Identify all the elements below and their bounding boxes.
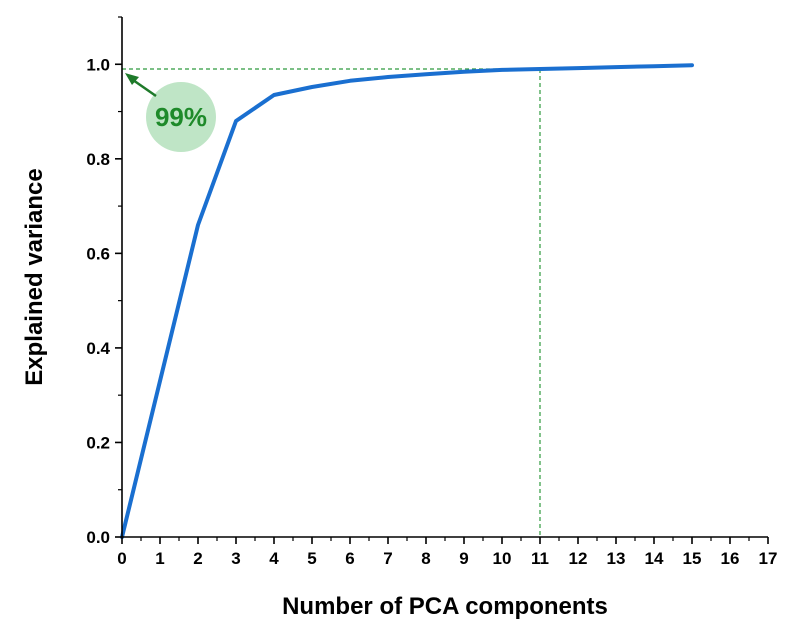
data-point: [386, 75, 390, 79]
x-tick-label: 11: [531, 549, 549, 568]
y-tick-label: 1.0: [86, 55, 110, 74]
x-tick-label: 16: [721, 549, 740, 568]
x-tick-label: 7: [383, 549, 392, 568]
y-tick-label: 0.6: [86, 244, 110, 263]
data-point: [424, 72, 428, 76]
data-point: [500, 68, 504, 72]
data-point: [348, 79, 352, 83]
x-axis-title: Number of PCA components: [282, 593, 608, 620]
x-tick-label: 17: [759, 549, 778, 568]
y-tick-label: 0.0: [86, 528, 110, 547]
annotation-layer: 99%: [125, 73, 216, 152]
axes: [121, 17, 768, 538]
x-tick-label: 10: [493, 549, 512, 568]
data-point: [196, 223, 200, 227]
x-tick-label: 8: [421, 549, 430, 568]
x-tick-label: 1: [155, 549, 164, 568]
y-tick-label: 0.2: [86, 433, 110, 452]
data-point: [614, 65, 618, 69]
annotation-bubble: [146, 82, 216, 152]
data-point: [272, 93, 276, 97]
x-tick-label: 15: [683, 549, 702, 568]
annotation-label: 99%: [155, 102, 207, 132]
annotation-arrow-shaft: [132, 78, 157, 98]
x-tick-label: 4: [269, 549, 279, 568]
x-tick-label: 13: [607, 549, 626, 568]
y-ticks: 0.0 0.2 0.4 0.6 0.8 1.0: [86, 16, 122, 547]
x-tick-label: 5: [307, 549, 316, 568]
x-tick-label: 0: [117, 549, 126, 568]
data-point: [538, 67, 542, 71]
x-tick-label: 14: [645, 549, 664, 568]
annotation-arrow-head: [125, 73, 139, 85]
x-tick-label: 9: [459, 549, 468, 568]
series-line-0: [120, 63, 694, 539]
data-point: [310, 85, 314, 89]
data-point: [234, 119, 238, 123]
y-axis-title: Explained variance: [21, 168, 48, 385]
data-point: [462, 70, 466, 74]
x-tick-label: 6: [345, 549, 354, 568]
x-tick-label: 2: [193, 549, 202, 568]
y-tick-label: 0.4: [86, 339, 110, 358]
series-layer: [120, 63, 694, 539]
data-point: [690, 63, 694, 67]
y-tick-label: 0.8: [86, 150, 110, 169]
x-ticks: 0 1 2 3 4 5 6 7 8 9 10 11 12 13 14 15 16 17: [117, 537, 777, 568]
data-point: [158, 379, 162, 383]
x-tick-label: 3: [231, 549, 240, 568]
x-tick-label: 12: [569, 549, 588, 568]
data-point: [576, 66, 580, 70]
data-point: [652, 64, 656, 68]
reference-lines: [122, 68, 541, 537]
